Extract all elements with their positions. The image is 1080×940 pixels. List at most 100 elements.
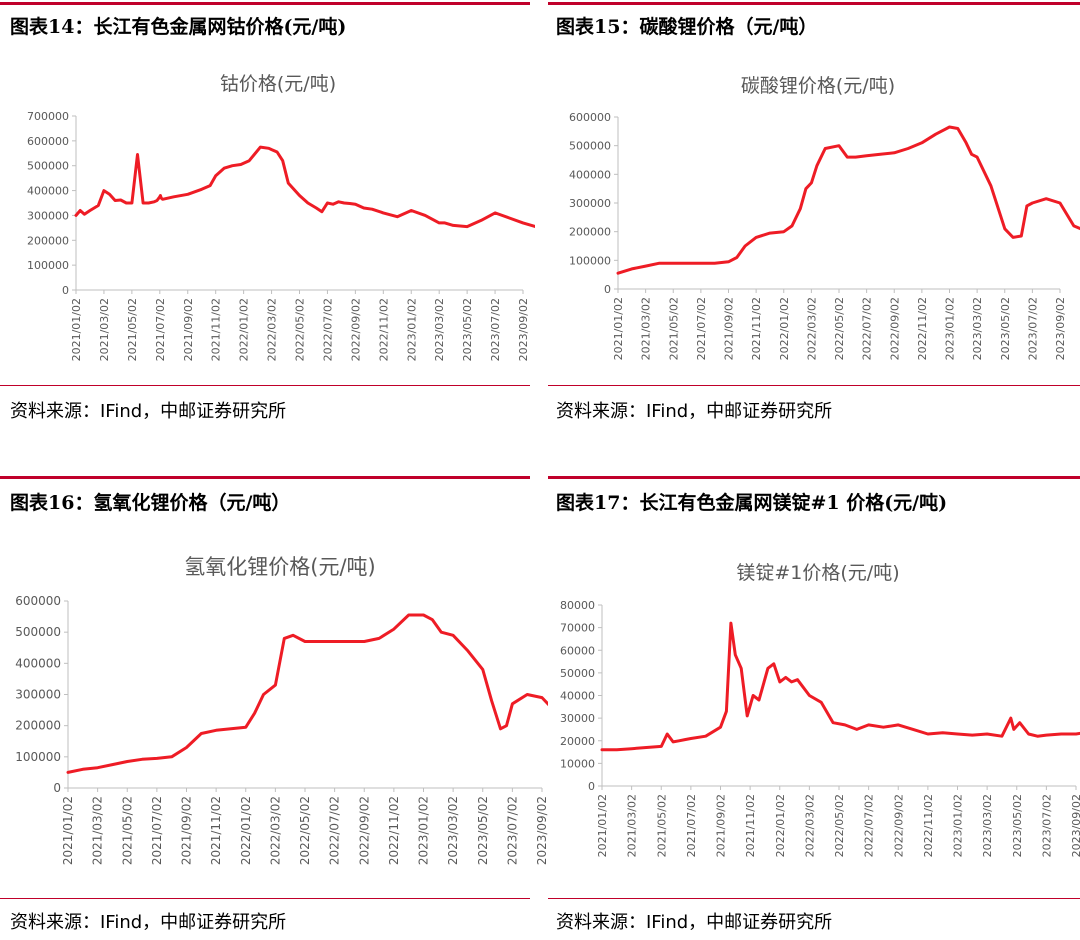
x-tick-label: 2023/07/02	[1040, 794, 1053, 857]
x-tick-label: 2021/07/02	[685, 794, 698, 857]
y-tick-label: 600000	[27, 135, 69, 148]
x-tick-label: 2021/07/02	[154, 298, 167, 361]
x-tick-label: 2021/09/02	[180, 796, 194, 865]
panel-title: 图表15：碳酸锂价格（元/吨）	[556, 16, 818, 38]
x-tick-label: 2022/03/02	[268, 796, 282, 865]
source-divider	[0, 385, 530, 386]
panel-title: 图表16：氢氧化锂价格（元/吨）	[10, 492, 291, 514]
y-tick-label: 300000	[569, 197, 611, 210]
x-tick-label: 2022/05/02	[833, 297, 846, 360]
x-tick-label: 2023/01/02	[944, 297, 957, 360]
x-tick-label: 2023/05/02	[1011, 794, 1024, 857]
x-tick-label: 2022/07/02	[861, 297, 874, 360]
y-tick-label: 60000	[560, 644, 595, 657]
x-tick-label: 2021/09/02	[715, 794, 728, 857]
y-tick-label: 600000	[15, 594, 61, 608]
x-tick-label: 2022/09/02	[349, 298, 362, 361]
x-tick-label: 2023/09/02	[517, 298, 530, 361]
x-tick-label: 2021/11/02	[750, 297, 763, 360]
source-note: 资料来源：IFind，中邮证券研究所	[10, 912, 287, 933]
source-note: 资料来源：IFind，中邮证券研究所	[556, 401, 833, 422]
y-tick-label: 500000	[15, 625, 61, 639]
y-tick-label: 500000	[569, 140, 611, 153]
y-tick-label: 0	[53, 781, 61, 795]
y-tick-label: 300000	[15, 688, 61, 702]
x-tick-label: 2022/09/02	[357, 796, 371, 865]
x-tick-label: 2022/07/02	[328, 796, 342, 865]
x-tick-label: 2021/09/02	[182, 298, 195, 361]
x-tick-label: 2021/07/02	[150, 796, 164, 865]
series-line	[66, 613, 548, 774]
y-tick-label: 0	[62, 284, 69, 297]
chart-title: 氢氧化锂价格(元/吨)	[184, 555, 375, 579]
y-tick-label: 400000	[15, 656, 61, 670]
x-tick-label: 2021/05/02	[126, 298, 139, 361]
x-tick-label: 2022/11/02	[916, 297, 929, 360]
y-tick-label: 500000	[27, 160, 69, 173]
x-tick-label: 2022/07/02	[863, 794, 876, 857]
x-tick-label: 2022/05/02	[294, 298, 307, 361]
y-tick-label: 100000	[27, 259, 69, 272]
x-tick-label: 2021/03/02	[98, 298, 111, 361]
x-tick-label: 2021/05/02	[120, 796, 134, 865]
x-tick-label: 2022/01/02	[239, 796, 253, 865]
x-tick-label: 2022/11/02	[387, 796, 401, 865]
y-tick-label: 100000	[569, 254, 611, 267]
chart-title: 镁锭#1价格(元/吨)	[736, 562, 899, 584]
x-tick-label: 2023/09/02	[1054, 297, 1067, 360]
source-note: 资料来源：IFind，中邮证券研究所	[10, 401, 287, 422]
chart-title: 钴价格(元/吨)	[220, 73, 336, 95]
y-tick-label: 600000	[569, 111, 611, 124]
x-tick-label: 2023/07/02	[489, 298, 502, 361]
x-tick-label: 2022/01/02	[778, 297, 791, 360]
y-tick-label: 0	[604, 283, 611, 296]
x-tick-label: 2022/05/02	[833, 794, 846, 857]
x-tick-label: 2022/07/02	[321, 298, 334, 361]
y-tick-label: 700000	[27, 110, 69, 123]
x-tick-label: 2023/01/02	[417, 796, 431, 865]
x-tick-label: 2021/11/02	[744, 794, 757, 857]
x-tick-label: 2023/01/02	[952, 794, 965, 857]
x-tick-label: 2023/03/02	[971, 297, 984, 360]
x-tick-label: 2022/01/02	[238, 298, 251, 361]
panel-title: 图表17：长江有色金属网镁锭#1 价格(元/吨)	[556, 492, 948, 514]
header-divider	[548, 2, 1080, 5]
x-tick-label: 2021/01/02	[612, 297, 625, 360]
y-tick-label: 200000	[15, 719, 61, 733]
header-divider	[548, 476, 1080, 479]
x-tick-label: 2021/05/02	[655, 794, 668, 857]
y-tick-label: 40000	[560, 690, 595, 703]
x-tick-label: 2021/11/02	[209, 796, 223, 865]
chart-title: 碳酸锂价格(元/吨)	[741, 75, 895, 97]
source-note: 资料来源：IFind，中邮证券研究所	[556, 912, 833, 933]
y-tick-label: 100000	[15, 750, 61, 764]
y-tick-label: 200000	[27, 234, 69, 247]
y-tick-label: 50000	[560, 667, 595, 680]
x-tick-label: 2021/09/02	[723, 297, 736, 360]
x-tick-label: 2021/07/02	[695, 297, 708, 360]
y-tick-label: 0	[588, 780, 595, 793]
x-tick-label: 2023/07/02	[1026, 297, 1039, 360]
header-divider	[0, 476, 530, 479]
lithium-carbonate-price-chart: 碳酸锂价格(元/吨) 0 100000 200000 300000 400000 50000…	[569, 75, 1080, 360]
x-tick-label: 2023/07/02	[505, 796, 519, 865]
y-tick-label: 80000	[560, 599, 595, 612]
y-tick-label: 70000	[560, 622, 595, 635]
x-tick-label: 2023/05/02	[999, 297, 1012, 360]
magnesium-ingot-price-chart: 镁锭#1价格(元/吨) 0 10000 20000 30000 40000 50000 600…	[560, 562, 1080, 857]
x-tick-label: 2022/09/02	[888, 297, 901, 360]
x-tick-label: 2021/01/02	[70, 298, 83, 361]
lithium-hydroxide-price-chart: 氢氧化锂价格(元/吨) 0 100000 200000 300000 400000 5000…	[15, 555, 548, 865]
x-tick-label: 2023/03/02	[981, 794, 994, 857]
source-divider	[0, 898, 530, 899]
y-tick-label: 10000	[560, 757, 595, 770]
source-divider	[548, 898, 1080, 899]
y-tick-label: 400000	[569, 168, 611, 181]
y-tick-label: 30000	[560, 712, 595, 725]
x-tick-label: 2022/09/02	[892, 794, 905, 857]
x-tick-label: 2022/01/02	[774, 794, 787, 857]
x-tick-label: 2023/09/02	[1070, 794, 1080, 857]
panel-title: 图表14：长江有色金属网钴价格(元/吨)	[10, 16, 347, 38]
x-tick-label: 2021/03/02	[626, 794, 639, 857]
y-tick-label: 300000	[27, 209, 69, 222]
